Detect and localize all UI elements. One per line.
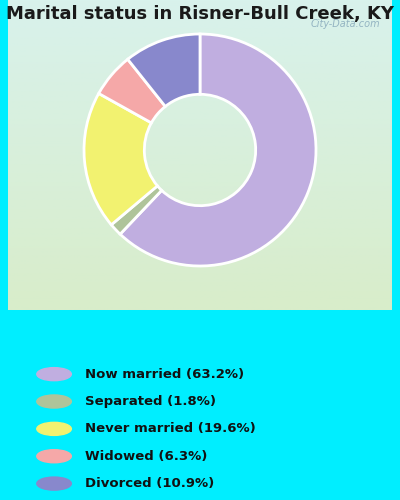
- Text: Divorced (10.9%): Divorced (10.9%): [85, 477, 214, 490]
- Text: Widowed (6.3%): Widowed (6.3%): [85, 450, 207, 462]
- Circle shape: [37, 422, 71, 436]
- Circle shape: [37, 477, 71, 490]
- Wedge shape: [120, 34, 316, 266]
- Circle shape: [37, 395, 71, 408]
- Wedge shape: [99, 60, 165, 123]
- Wedge shape: [111, 186, 162, 234]
- Text: Never married (19.6%): Never married (19.6%): [85, 422, 256, 436]
- Wedge shape: [84, 94, 158, 225]
- Circle shape: [37, 368, 71, 380]
- Circle shape: [37, 450, 71, 463]
- Text: Now married (63.2%): Now married (63.2%): [85, 368, 244, 380]
- Text: Marital status in Risner-Bull Creek, KY: Marital status in Risner-Bull Creek, KY: [6, 5, 394, 23]
- Wedge shape: [128, 34, 200, 106]
- Text: Separated (1.8%): Separated (1.8%): [85, 395, 216, 408]
- Text: City-Data.com: City-Data.com: [311, 18, 380, 28]
